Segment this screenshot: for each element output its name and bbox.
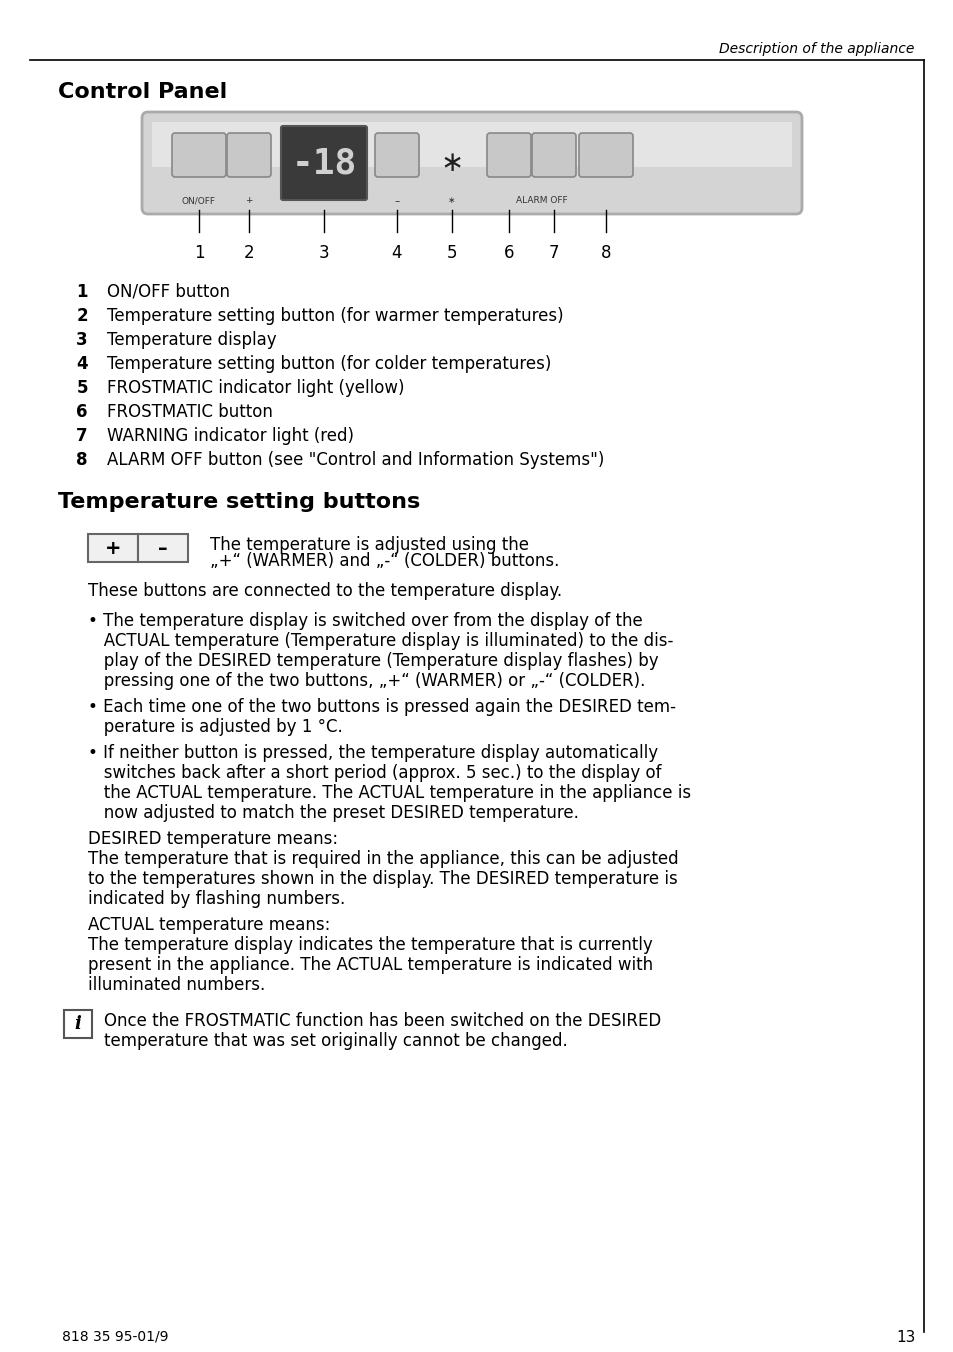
Text: to the temperatures shown in the display. The DESIRED temperature is: to the temperatures shown in the display… [88, 869, 677, 888]
Text: illuminated numbers.: illuminated numbers. [88, 976, 265, 994]
FancyBboxPatch shape [227, 132, 271, 177]
Text: 7: 7 [548, 243, 558, 262]
Text: 4: 4 [392, 243, 402, 262]
Text: 2: 2 [243, 243, 254, 262]
Text: ON/OFF: ON/OFF [182, 196, 215, 206]
Text: • If neither button is pressed, the temperature display automatically: • If neither button is pressed, the temp… [88, 744, 658, 763]
Text: Temperature setting button (for colder temperatures): Temperature setting button (for colder t… [107, 356, 551, 373]
Text: The temperature is adjusted using the: The temperature is adjusted using the [210, 535, 529, 554]
Text: present in the appliance. The ACTUAL temperature is indicated with: present in the appliance. The ACTUAL tem… [88, 956, 653, 973]
Text: –: – [394, 196, 399, 206]
Text: DESIRED temperature means:: DESIRED temperature means: [88, 830, 337, 848]
Text: ACTUAL temperature (Temperature display is illuminated) to the dis-: ACTUAL temperature (Temperature display … [88, 631, 673, 650]
Text: 2: 2 [76, 307, 88, 324]
Text: These buttons are connected to the temperature display.: These buttons are connected to the tempe… [88, 581, 561, 600]
Text: FROSTMATIC indicator light (yellow): FROSTMATIC indicator light (yellow) [107, 379, 404, 397]
Text: WARNING indicator light (red): WARNING indicator light (red) [107, 427, 354, 445]
Text: 7: 7 [76, 427, 88, 445]
Text: 13: 13 [896, 1330, 915, 1345]
Text: 8: 8 [76, 452, 88, 469]
Text: ALARM OFF: ALARM OFF [516, 196, 567, 206]
Text: ACTUAL temperature means:: ACTUAL temperature means: [88, 917, 330, 934]
Text: „+“ (WARMER) and „-“ (COLDER) buttons.: „+“ (WARMER) and „-“ (COLDER) buttons. [210, 552, 558, 571]
Text: 5: 5 [76, 379, 88, 397]
Text: ∗: ∗ [448, 196, 456, 206]
Text: Temperature setting buttons: Temperature setting buttons [58, 492, 420, 512]
Text: The temperature that is required in the appliance, this can be adjusted: The temperature that is required in the … [88, 850, 678, 868]
Text: temperature that was set originally cannot be changed.: temperature that was set originally cann… [104, 1032, 567, 1051]
Text: perature is adjusted by 1 °C.: perature is adjusted by 1 °C. [88, 718, 342, 735]
Text: 8: 8 [600, 243, 611, 262]
FancyBboxPatch shape [578, 132, 633, 177]
Text: 818 35 95-01/9: 818 35 95-01/9 [62, 1330, 169, 1344]
Bar [152, 122, 791, 168]
Text: switches back after a short period (approx. 5 sec.) to the display of: switches back after a short period (appr… [88, 764, 660, 781]
Text: 3: 3 [76, 331, 88, 349]
Text: now adjusted to match the preset DESIRED temperature.: now adjusted to match the preset DESIRED… [88, 804, 578, 822]
Text: The temperature display indicates the temperature that is currently: The temperature display indicates the te… [88, 936, 652, 955]
Text: +: + [105, 538, 121, 557]
Text: i: i [74, 1015, 81, 1033]
Text: play of the DESIRED temperature (Temperature display flashes) by: play of the DESIRED temperature (Tempera… [88, 652, 658, 671]
Text: 6: 6 [503, 243, 514, 262]
Text: Once the FROSTMATIC function has been switched on the DESIRED: Once the FROSTMATIC function has been sw… [104, 1013, 660, 1030]
FancyBboxPatch shape [281, 126, 367, 200]
FancyBboxPatch shape [142, 112, 801, 214]
Text: 1: 1 [193, 243, 204, 262]
Bar [88, 534, 138, 562]
Text: 5: 5 [446, 243, 456, 262]
Text: FROSTMATIC button: FROSTMATIC button [107, 403, 273, 420]
Text: ON/OFF button: ON/OFF button [107, 283, 230, 301]
FancyBboxPatch shape [486, 132, 531, 177]
Text: the ACTUAL temperature. The ACTUAL temperature in the appliance is: the ACTUAL temperature. The ACTUAL tempe… [88, 784, 690, 802]
Text: 3: 3 [318, 243, 329, 262]
Text: Control Panel: Control Panel [58, 82, 227, 101]
Text: 4: 4 [76, 356, 88, 373]
Text: ∗: ∗ [440, 149, 463, 177]
Text: • Each time one of the two buttons is pressed again the DESIRED tem-: • Each time one of the two buttons is pr… [88, 698, 676, 717]
Text: +: + [245, 196, 253, 206]
Text: -18: -18 [291, 146, 356, 180]
FancyBboxPatch shape [532, 132, 576, 177]
Bar [64, 1010, 91, 1038]
FancyBboxPatch shape [375, 132, 418, 177]
Text: pressing one of the two buttons, „+“ (WARMER) or „-“ (COLDER).: pressing one of the two buttons, „+“ (WA… [88, 672, 644, 690]
Text: 6: 6 [76, 403, 88, 420]
Bar [138, 534, 188, 562]
Text: ALARM OFF button (see "Control and Information Systems"): ALARM OFF button (see "Control and Infor… [107, 452, 604, 469]
Text: Temperature display: Temperature display [107, 331, 276, 349]
Text: Temperature setting button (for warmer temperatures): Temperature setting button (for warmer t… [107, 307, 563, 324]
Text: • The temperature display is switched over from the display of the: • The temperature display is switched ov… [88, 612, 642, 630]
Text: indicated by flashing numbers.: indicated by flashing numbers. [88, 890, 345, 909]
Text: Description of the appliance: Description of the appliance [718, 42, 913, 55]
FancyBboxPatch shape [172, 132, 226, 177]
Text: –: – [158, 538, 168, 557]
Text: 1: 1 [76, 283, 88, 301]
